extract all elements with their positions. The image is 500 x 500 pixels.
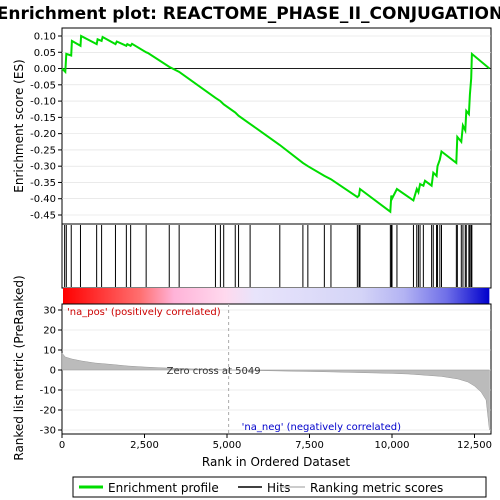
es-grid <box>62 35 491 216</box>
es-y-tick-label: -0.20 <box>30 129 56 140</box>
metric-y-tick-label: -10 <box>40 386 56 397</box>
x-tick-label: 2,500 <box>130 440 159 451</box>
es-y-tick-label: 0.05 <box>34 48 56 59</box>
zero-cross-annotation: Zero cross at 5049 <box>167 366 261 377</box>
es-y-axis-title: Enrichment score (ES) <box>12 59 26 192</box>
ranking-metric-area <box>61 352 490 431</box>
es-panel: 0.10 0.05 0.00 -0.05 -0.10 -0.15 -0.20 -0.25 -0.… <box>12 27 492 225</box>
legend: Enrichment profile Hits Ranking metric s… <box>72 476 487 498</box>
es-y-tick-label: -0.35 <box>30 178 56 189</box>
es-y-tick-label: -0.45 <box>30 211 56 222</box>
x-axis-title: Rank in Ordered Dataset <box>202 455 350 469</box>
hits-panel <box>61 223 492 289</box>
metric-y-ticks: 30 20 10 0 -10 -20 -30 <box>40 306 62 437</box>
es-y-tick-label: -0.25 <box>30 145 56 156</box>
legend-box <box>72 476 487 498</box>
es-panel-frame <box>61 27 492 225</box>
es-y-tick-label: -0.05 <box>30 80 56 91</box>
enrichment-profile-line <box>61 34 491 214</box>
metric-panel: 30 20 10 0 -10 -20 -30 'na_pos' (positively co… <box>12 275 492 469</box>
legend-ranking-label: Ranking metric scores <box>310 481 443 495</box>
es-y-tick-label: -0.10 <box>30 97 56 108</box>
es-y-tick-label: -0.15 <box>30 113 56 124</box>
es-y-tick-label: -0.30 <box>30 162 56 173</box>
x-ticks: 0 2,500 5,000 7,500 10,000 12,500 <box>59 434 492 451</box>
es-y-ticks: 0.10 0.05 0.00 -0.05 -0.10 -0.15 -0.20 -0.25 -0.… <box>30 32 62 222</box>
pos-annotation: 'na_pos' (positively correlated) <box>67 307 221 318</box>
neg-annotation: 'na_neg' (negatively correlated) <box>242 422 401 433</box>
metric-y-tick-label: 0 <box>50 366 56 377</box>
metric-y-tick-label: 30 <box>43 306 56 317</box>
es-y-tick-label: -0.40 <box>30 194 56 205</box>
metric-y-axis-title: Ranked list metric (PreRanked) <box>12 275 26 460</box>
x-tick-label: 7,500 <box>295 440 324 451</box>
hit-markers <box>64 225 473 287</box>
metric-y-tick-label: 10 <box>43 346 56 357</box>
legend-enrichment-label: Enrichment profile <box>108 481 219 495</box>
metric-y-tick-label: -30 <box>40 426 56 437</box>
chart-title: Enrichment plot: REACTOME_PHASE_II_CONJU… <box>0 4 500 24</box>
x-tick-label: 12,500 <box>457 440 492 451</box>
rank-gradient <box>63 288 490 304</box>
x-tick-label: 0 <box>59 440 65 451</box>
rank-color-bar <box>63 288 490 304</box>
es-y-tick-label: 0.10 <box>34 32 56 43</box>
metric-y-tick-label: -20 <box>40 406 56 417</box>
legend-hits-label: Hits <box>267 481 290 495</box>
metric-y-tick-label: 20 <box>43 326 56 337</box>
x-tick-label: 10,000 <box>375 440 410 451</box>
es-y-tick-label: 0.00 <box>34 64 56 75</box>
x-tick-label: 5,000 <box>213 440 242 451</box>
